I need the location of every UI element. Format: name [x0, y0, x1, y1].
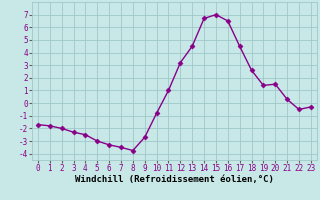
X-axis label: Windchill (Refroidissement éolien,°C): Windchill (Refroidissement éolien,°C)	[75, 175, 274, 184]
